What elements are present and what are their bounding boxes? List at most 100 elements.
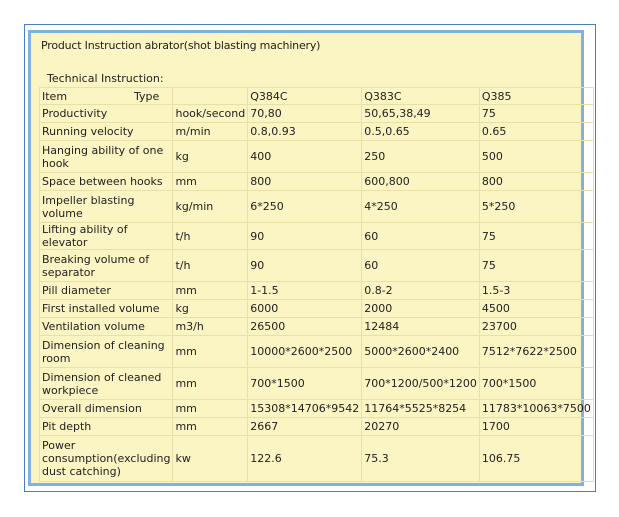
row-value-model-2: 0.5,0.65 <box>361 122 480 141</box>
row-value-model-1: 26500 <box>247 317 363 336</box>
row-value-model-3: 75 <box>478 249 594 282</box>
row-value-model-3: 106.75 <box>478 435 594 482</box>
header-item: Item <box>42 89 68 103</box>
row-value-model-1: 400 <box>247 140 363 173</box>
row-value-model-1: 90 <box>247 249 363 282</box>
page-title: Product Instruction abrator(shot blastin… <box>41 39 321 52</box>
row-unit: kg/min <box>172 190 249 223</box>
table-row: Lifting ability of elevator t/h 90 60 75 <box>38 222 594 250</box>
row-value-model-1: 90 <box>247 222 363 250</box>
row-item-label: Ventilation volume <box>38 317 174 336</box>
row-value-model-3: 700*1500 <box>478 367 594 400</box>
row-value-model-1: 122.6 <box>247 435 363 482</box>
table-row: Pit depth mm 2667 20270 1700 <box>38 417 594 436</box>
header-unit-cell <box>172 87 249 105</box>
row-value-model-3: 75 <box>478 104 594 123</box>
table-row: Overall dimension mm 15308*14706*9542 11764… <box>38 399 594 418</box>
spec-table: Item Type Q384C Q383C Q385 Productivity h… <box>38 87 594 482</box>
header-item-type-cell: Item Type <box>38 87 174 105</box>
row-item-label: Dimension of cleaned workpiece <box>38 367 174 400</box>
row-value-model-2: 50,65,38,49 <box>361 104 480 123</box>
row-item-label: Hanging ability of one hook <box>38 140 174 173</box>
row-value-model-2: 0.8-2 <box>361 281 480 300</box>
instruction-panel: Product Instruction abrator(shot blastin… <box>28 30 594 486</box>
row-value-model-3: 0.65 <box>478 122 594 141</box>
row-value-model-2: 60 <box>361 222 480 250</box>
header-model-3: Q385 <box>478 87 594 105</box>
row-value-model-3: 500 <box>478 140 594 173</box>
row-item-label: First installed volume <box>38 299 174 318</box>
row-value-model-2: 250 <box>361 140 480 173</box>
row-value-model-1: 15308*14706*9542 <box>247 399 363 418</box>
row-value-model-3: 800 <box>478 172 594 191</box>
row-item-label: Dimension of cleaning room <box>38 335 174 368</box>
table-row: Hanging ability of one hook kg 400 250 500 <box>38 140 594 173</box>
row-value-model-3: 75 <box>478 222 594 250</box>
row-unit: mm <box>172 417 249 436</box>
row-item-label: Power consumption(excluding dust catchin… <box>38 435 174 482</box>
row-unit: m/min <box>172 122 249 141</box>
row-unit: mm <box>172 172 249 191</box>
row-item-label: Overall dimension <box>38 399 174 418</box>
row-unit: t/h <box>172 249 249 282</box>
row-value-model-1: 2667 <box>247 417 363 436</box>
row-unit: hook/second <box>172 104 249 123</box>
table-row: Productivity hook/second 70,80 50,65,38,49 7… <box>38 104 594 123</box>
table-row: Space between hooks mm 800 600,800 800 <box>38 172 594 191</box>
row-unit: mm <box>172 367 249 400</box>
row-value-model-1: 10000*2600*2500 <box>247 335 363 368</box>
row-item-label: Impeller blasting volume <box>38 190 174 223</box>
row-item-label: Pill diameter <box>38 281 174 300</box>
row-value-model-2: 600,800 <box>361 172 480 191</box>
row-unit: m3/h <box>172 317 249 336</box>
row-value-model-2: 20270 <box>361 417 480 436</box>
row-value-model-2: 4*250 <box>361 190 480 223</box>
row-item-label: Space between hooks <box>38 172 174 191</box>
table-row: Breaking volume of separator t/h 90 60 75 <box>38 249 594 282</box>
row-unit: mm <box>172 335 249 368</box>
table-row: Running velocity m/min 0.8,0.93 0.5,0.65 0.6… <box>38 122 594 141</box>
row-unit: kg <box>172 299 249 318</box>
row-value-model-2: 60 <box>361 249 480 282</box>
table-row: Pill diameter mm 1-1.5 0.8-2 1.5-3 <box>38 281 594 300</box>
header-type: Type <box>134 90 160 103</box>
table-row: Dimension of cleaning room mm 10000*2600*2… <box>38 335 594 368</box>
table-row: First installed volume kg 6000 2000 4500 <box>38 299 594 318</box>
row-value-model-3: 11783*10063*7500 <box>478 399 594 418</box>
row-value-model-1: 6*250 <box>247 190 363 223</box>
header-model-2: Q383C <box>361 87 480 105</box>
table-row: Dimension of cleaned workpiece mm 700*1500… <box>38 367 594 400</box>
row-value-model-1: 1-1.5 <box>247 281 363 300</box>
row-unit: t/h <box>172 222 249 250</box>
row-item-label: Lifting ability of elevator <box>38 222 174 250</box>
table-row: Impeller blasting volume kg/min 6*250 4*250… <box>38 190 594 223</box>
table-row: Power consumption(excluding dust catchin… <box>38 435 594 482</box>
row-unit: kg <box>172 140 249 173</box>
row-item-label: Running velocity <box>38 122 174 141</box>
header-model-1: Q384C <box>247 87 363 105</box>
row-value-model-2: 75.3 <box>361 435 480 482</box>
row-unit: mm <box>172 399 249 418</box>
table-row: Ventilation volume m3/h 26500 12484 23700 <box>38 317 594 336</box>
row-item-label: Productivity <box>38 104 174 123</box>
row-value-model-3: 1700 <box>478 417 594 436</box>
row-value-model-1: 800 <box>247 172 363 191</box>
row-unit: mm <box>172 281 249 300</box>
row-item-label: Pit depth <box>38 417 174 436</box>
row-value-model-1: 70,80 <box>247 104 363 123</box>
row-value-model-3: 5*250 <box>478 190 594 223</box>
row-item-label: Breaking volume of separator <box>38 249 174 282</box>
row-value-model-1: 6000 <box>247 299 363 318</box>
outer-frame <box>24 24 596 492</box>
row-value-model-2: 12484 <box>361 317 480 336</box>
section-subtitle: Technical Instruction: <box>47 72 164 85</box>
row-value-model-3: 7512*7622*2500 <box>478 335 594 368</box>
row-value-model-1: 0.8,0.93 <box>247 122 363 141</box>
row-value-model-2: 700*1200/500*1200 <box>361 367 480 400</box>
row-value-model-3: 1.5-3 <box>478 281 594 300</box>
table-header-row: Item Type Q384C Q383C Q385 <box>38 87 594 105</box>
row-value-model-3: 4500 <box>478 299 594 318</box>
row-value-model-1: 700*1500 <box>247 367 363 400</box>
row-value-model-2: 2000 <box>361 299 480 318</box>
row-value-model-2: 5000*2600*2400 <box>361 335 480 368</box>
